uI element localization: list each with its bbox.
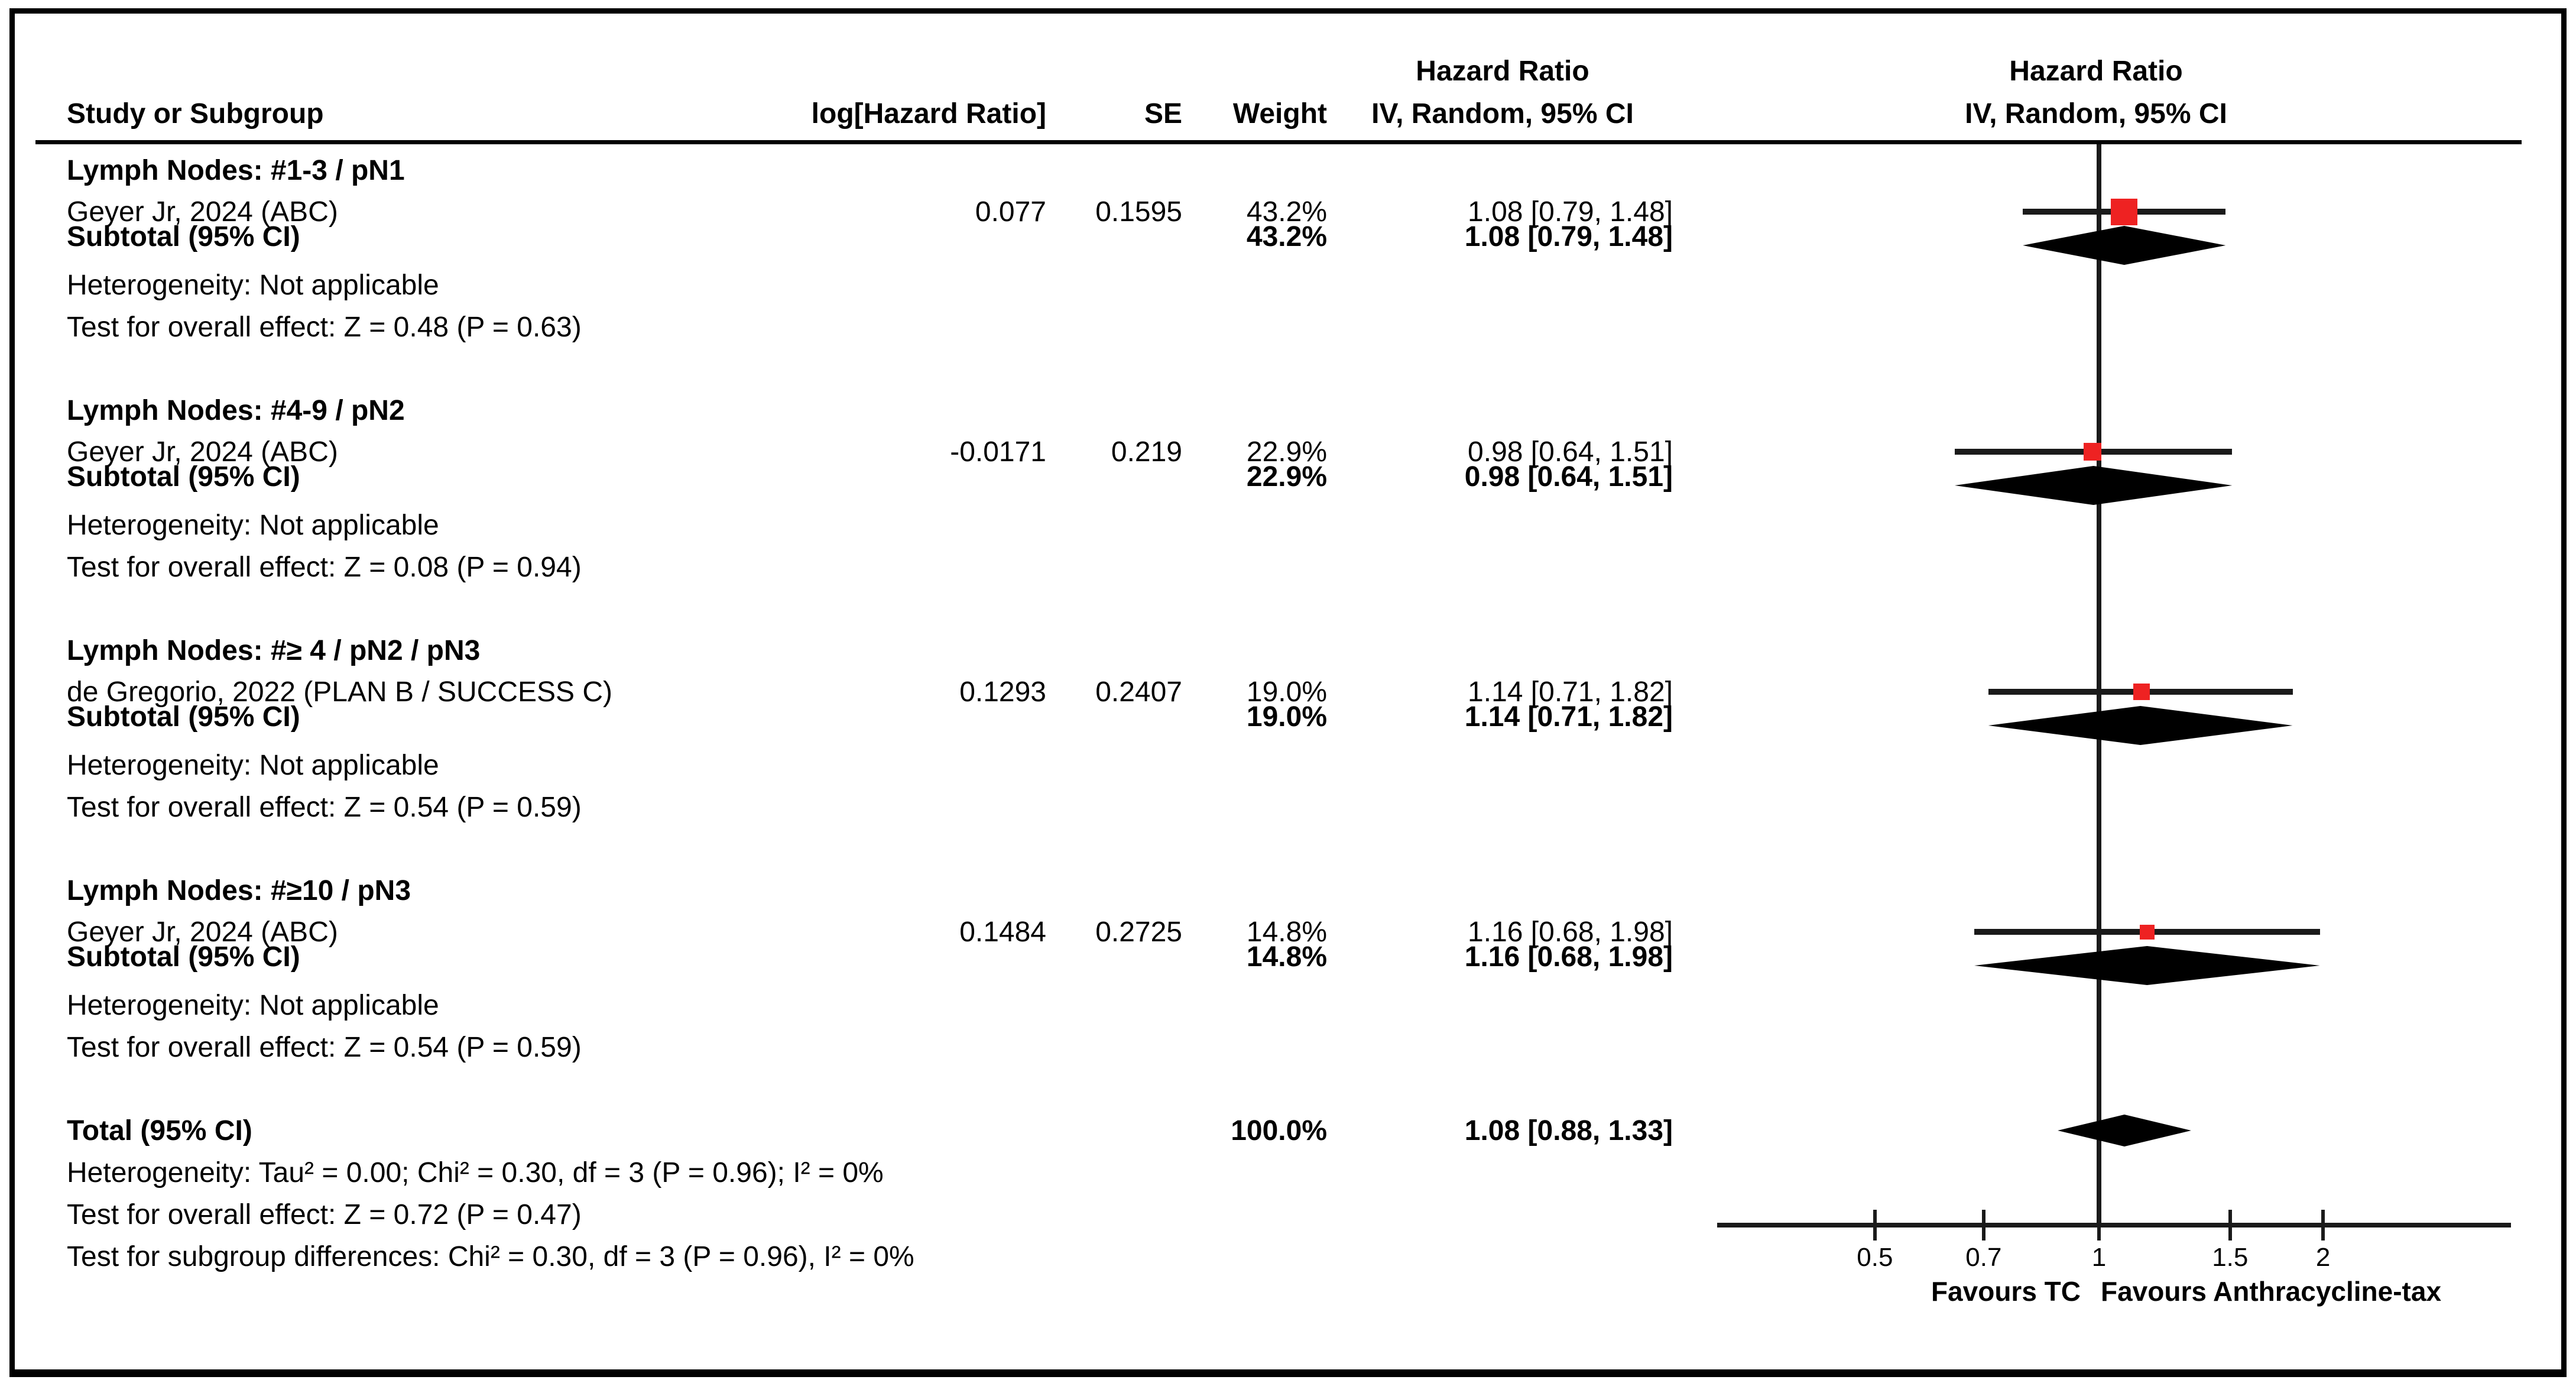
overall-effect-note: Test for overall effect: Z = 0.54 (P = 0… <box>67 1032 582 1063</box>
table-hr-subtitle: IV, Random, 95% CI <box>1371 98 1634 129</box>
group-heading: Lymph Nodes: #4-9 / pN2 <box>67 395 405 426</box>
subtotal-ci: 1.08 [0.79, 1.48] <box>1464 221 1673 252</box>
group-heading: Lymph Nodes: #≥10 / pN3 <box>67 875 411 906</box>
axis-tick <box>2228 1210 2232 1241</box>
plot-hr-title: Hazard Ratio <box>2009 56 2183 87</box>
subtotal-label: Subtotal (95% CI) <box>67 221 300 252</box>
heterogeneity-note: Heterogeneity: Not applicable <box>67 750 439 781</box>
heterogeneity-note: Heterogeneity: Not applicable <box>67 270 439 301</box>
group-heading: Lymph Nodes: #≥ 4 / pN2 / pN3 <box>67 635 481 666</box>
axis-tick-label: 0.7 <box>1965 1243 2002 1272</box>
study-se: 0.219 <box>1111 436 1182 468</box>
study-weight: 19.0% <box>1246 676 1327 708</box>
study-ci: 1.16 [0.68, 1.98] <box>1468 916 1673 948</box>
axis-tick-label: 2 <box>2315 1243 2331 1272</box>
study-se: 0.2407 <box>1095 676 1182 708</box>
col-header-se: SE <box>1144 98 1182 129</box>
study-loghr: 0.077 <box>975 196 1046 228</box>
group-heading: Lymph Nodes: #1-3 / pN1 <box>67 155 405 186</box>
study-ci: 0.98 [0.64, 1.51] <box>1468 436 1673 468</box>
study-se: 0.1595 <box>1095 196 1182 228</box>
heterogeneity-note: Heterogeneity: Not applicable <box>67 510 439 541</box>
subtotal-label: Subtotal (95% CI) <box>67 941 300 973</box>
subtotal-label: Subtotal (95% CI) <box>67 701 300 733</box>
study-label: de Gregorio, 2022 (PLAN B / SUCCESS C) <box>67 676 613 708</box>
study-loghr: -0.0171 <box>950 436 1046 468</box>
subtotal-ci: 0.98 [0.64, 1.51] <box>1464 461 1673 493</box>
axis-tick <box>1873 1210 1877 1241</box>
study-label: Geyer Jr, 2024 (ABC) <box>67 196 338 228</box>
subtotal-ci: 1.14 [0.71, 1.82] <box>1464 701 1673 733</box>
study-label: Geyer Jr, 2024 (ABC) <box>67 916 338 948</box>
subtotal-weight: 14.8% <box>1246 941 1327 973</box>
total-label: Total (95% CI) <box>67 1115 252 1146</box>
total-overall-effect: Test for overall effect: Z = 0.72 (P = 0… <box>67 1199 582 1230</box>
total-ci: 1.08 [0.88, 1.33] <box>1464 1115 1673 1146</box>
plot-hr-subtitle: IV, Random, 95% CI <box>1965 98 2227 129</box>
favours-right-label: Favours Anthracycline-tax <box>2101 1276 2442 1307</box>
x-axis-line <box>1717 1223 2511 1227</box>
col-header-study: Study or Subgroup <box>67 98 324 129</box>
axis-tick <box>2321 1210 2325 1241</box>
total-weight: 100.0% <box>1231 1115 1327 1146</box>
subtotal-label: Subtotal (95% CI) <box>67 461 300 493</box>
subtotal-weight: 22.9% <box>1246 461 1327 493</box>
study-ci: 1.08 [0.79, 1.48] <box>1468 196 1673 228</box>
study-loghr: 0.1293 <box>959 676 1046 708</box>
study-weight-square <box>2110 198 2137 225</box>
axis-tick-label: 1 <box>2091 1243 2107 1272</box>
study-weight: 14.8% <box>1246 916 1327 948</box>
subtotal-weight: 43.2% <box>1246 221 1327 252</box>
col-header-loghr: log[Hazard Ratio] <box>811 98 1046 129</box>
overall-effect-note: Test for overall effect: Z = 0.54 (P = 0… <box>67 792 582 823</box>
study-ci: 1.14 [0.71, 1.82] <box>1468 676 1673 708</box>
favours-left-label: Favours TC <box>1931 1276 2081 1307</box>
total-heterogeneity: Heterogeneity: Tau² = 0.00; Chi² = 0.30,… <box>67 1157 884 1188</box>
header-rule <box>35 140 2522 144</box>
col-header-weight: Weight <box>1232 98 1327 129</box>
figure-border <box>9 8 2567 1377</box>
axis-tick-label: 1.5 <box>2212 1243 2249 1272</box>
subtotal-weight: 19.0% <box>1246 701 1327 733</box>
subtotal-ci: 1.16 [0.68, 1.98] <box>1464 941 1673 973</box>
table-hr-title: Hazard Ratio <box>1416 56 1589 87</box>
axis-tick <box>1981 1210 1985 1241</box>
subgroup-differences: Test for subgroup differences: Chi² = 0.… <box>67 1241 914 1272</box>
study-weight-square <box>2083 443 2101 461</box>
study-label: Geyer Jr, 2024 (ABC) <box>67 436 338 468</box>
study-se: 0.2725 <box>1095 916 1182 948</box>
study-weight-square <box>2133 684 2150 700</box>
overall-effect-note: Test for overall effect: Z = 0.08 (P = 0… <box>67 552 582 583</box>
overall-effect-note: Test for overall effect: Z = 0.48 (P = 0… <box>67 312 582 343</box>
axis-tick <box>2097 1210 2101 1241</box>
null-effect-line <box>2097 144 2101 1225</box>
heterogeneity-note: Heterogeneity: Not applicable <box>67 990 439 1021</box>
study-weight: 22.9% <box>1246 436 1327 468</box>
axis-tick-label: 0.5 <box>1857 1243 1893 1272</box>
study-weight: 43.2% <box>1246 196 1327 228</box>
study-loghr: 0.1484 <box>959 916 1046 948</box>
study-weight-square <box>2139 924 2155 940</box>
